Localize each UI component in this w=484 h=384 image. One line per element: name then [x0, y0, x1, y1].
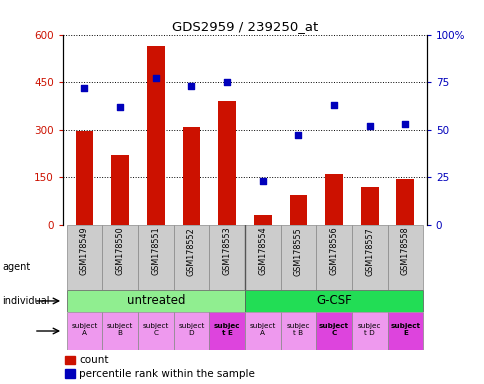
Text: GSM178549: GSM178549 [80, 227, 89, 275]
Text: subject
C: subject C [318, 323, 348, 336]
Bar [66, 225, 102, 290]
Bar [65, 369, 75, 378]
Point [365, 123, 373, 129]
Point [116, 104, 124, 110]
Text: subject
B: subject B [106, 323, 133, 336]
Bar [280, 225, 316, 290]
Text: GSM178557: GSM178557 [364, 227, 374, 276]
Point [223, 79, 230, 85]
Bar [76, 131, 93, 225]
Bar [396, 179, 413, 225]
Bar [244, 312, 280, 350]
Text: GSM178555: GSM178555 [293, 227, 302, 276]
Point [80, 85, 88, 91]
Bar [173, 225, 209, 290]
Bar [289, 195, 307, 225]
Bar [360, 187, 378, 225]
Bar [244, 225, 280, 290]
Bar [137, 312, 173, 350]
Text: subject
A: subject A [71, 323, 97, 336]
Bar [209, 225, 244, 290]
Bar [280, 312, 316, 350]
Bar [102, 225, 137, 290]
Point [187, 83, 195, 89]
Bar [387, 225, 423, 290]
Text: subjec
t B: subjec t B [286, 323, 310, 336]
Text: percentile rank within the sample: percentile rank within the sample [79, 369, 255, 379]
Text: subject
D: subject D [178, 323, 204, 336]
Text: agent: agent [2, 262, 30, 272]
Text: GSM178558: GSM178558 [400, 227, 409, 275]
Text: GSM178551: GSM178551 [151, 227, 160, 275]
Text: subjec
t E: subjec t E [213, 323, 240, 336]
Text: subjec
t D: subjec t D [357, 323, 381, 336]
Bar [316, 225, 351, 290]
Text: subject
E: subject E [390, 323, 420, 336]
Text: GSM178556: GSM178556 [329, 227, 338, 275]
Bar [182, 127, 200, 225]
Bar [66, 312, 102, 350]
Bar [218, 101, 236, 225]
Bar [173, 312, 209, 350]
Point [330, 102, 337, 108]
Text: GSM178550: GSM178550 [115, 227, 124, 275]
Text: GSM178554: GSM178554 [257, 227, 267, 275]
Text: count: count [79, 355, 109, 365]
Point [401, 121, 408, 127]
Bar [351, 225, 387, 290]
Text: subject
A: subject A [249, 323, 275, 336]
Bar [65, 356, 75, 364]
Point [151, 75, 159, 81]
Bar [66, 290, 244, 312]
Text: GSM178553: GSM178553 [222, 227, 231, 275]
Point [258, 178, 266, 184]
Bar [244, 290, 423, 312]
Bar [316, 312, 351, 350]
Text: untreated: untreated [126, 295, 184, 308]
Title: GDS2959 / 239250_at: GDS2959 / 239250_at [171, 20, 318, 33]
Bar [253, 215, 271, 225]
Bar [387, 312, 423, 350]
Bar [111, 155, 129, 225]
Bar [351, 312, 387, 350]
Text: GSM178552: GSM178552 [186, 227, 196, 276]
Text: G-CSF: G-CSF [316, 295, 351, 308]
Bar [209, 312, 244, 350]
Bar [102, 312, 137, 350]
Text: subject
C: subject C [142, 323, 168, 336]
Bar [147, 46, 165, 225]
Text: individual: individual [2, 296, 50, 306]
Bar [324, 174, 342, 225]
Point [294, 132, 302, 139]
Bar [137, 225, 173, 290]
